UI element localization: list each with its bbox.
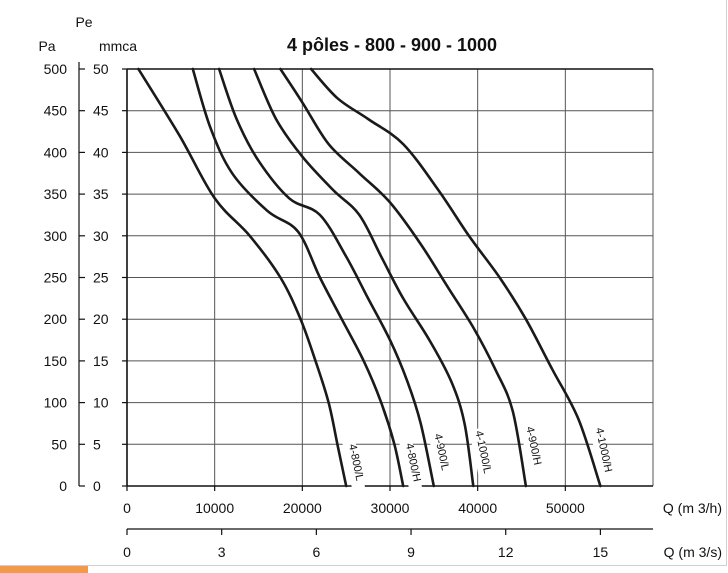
tick-label-pa: 400 (44, 144, 68, 160)
curves (137, 67, 602, 488)
tick-label-mmca: 0 (93, 478, 101, 494)
series-label-bg (341, 438, 366, 492)
grid (127, 68, 654, 486)
tick-label-pa: 250 (44, 270, 68, 286)
tick-label-m3h: 40000 (458, 500, 497, 516)
tick-label-m3h: 20000 (283, 500, 322, 516)
tick-label-pa: 500 (44, 61, 68, 77)
tick-label-pa: 300 (44, 228, 68, 244)
tick-label-mmca: 25 (93, 270, 109, 286)
series-label-bg (398, 438, 423, 492)
series-line-4-900-l (217, 67, 436, 488)
tick-label-mmca: 20 (93, 311, 109, 327)
series-label-bg (469, 427, 493, 482)
tick-label-m3h: 0 (123, 500, 131, 516)
axes (78, 62, 653, 535)
series-label-bg (519, 421, 543, 476)
tick-label-mmca: 45 (93, 103, 109, 119)
series-line-4-800-l (137, 67, 348, 488)
tick-label-m3s: 0 (123, 544, 131, 560)
labels: 4 pôles - 800 - 900 - 1000 Pa Pe mmca Q … (38, 14, 722, 560)
tick-label-m3s: 15 (593, 544, 609, 560)
y-right-unit: mmca (99, 38, 137, 54)
tick-label-pa: 200 (44, 311, 68, 327)
tick-label-pa: 50 (51, 436, 67, 452)
tick-label-pa: 450 (44, 103, 68, 119)
tick-label-pa: 350 (44, 186, 68, 202)
tick-label-pa: 150 (44, 353, 68, 369)
tick-label-mmca: 50 (93, 61, 109, 77)
series-line-4-800-h (191, 67, 405, 488)
x-axis-label-m3h: Q (m 3/h) (663, 500, 722, 516)
series-line-4-1000-h (309, 67, 602, 488)
y-left-unit: Pa (38, 38, 55, 54)
tick-label-mmca: 30 (93, 228, 109, 244)
tick-label-pa: 0 (59, 478, 67, 494)
tick-label-m3h: 30000 (371, 500, 410, 516)
tick-label-mmca: 35 (93, 186, 109, 202)
tick-label-m3s: 9 (407, 544, 415, 560)
accent-bar (0, 566, 88, 573)
tick-label-m3s: 12 (498, 544, 514, 560)
y-right-unit-top: Pe (75, 14, 92, 30)
tick-label-m3h: 10000 (195, 500, 234, 516)
tick-label-m3s: 6 (312, 544, 320, 560)
tick-label-m3h: 50000 (546, 500, 585, 516)
tick-label-mmca: 40 (93, 144, 109, 160)
series-label-bg (427, 427, 451, 482)
tick-label-pa: 100 (44, 395, 68, 411)
tick-label-mmca: 10 (93, 395, 109, 411)
tick-label-m3s: 3 (218, 544, 226, 560)
series-label-bg (589, 425, 614, 480)
x-axis-label-m3s: Q (m 3/s) (664, 544, 722, 560)
tick-label-mmca: 5 (93, 436, 101, 452)
chart-title: 4 pôles - 800 - 900 - 1000 (287, 35, 497, 55)
series-line-4-1000-l (252, 67, 475, 488)
series-line-4-900-h (279, 67, 528, 488)
tick-label-mmca: 15 (93, 353, 109, 369)
